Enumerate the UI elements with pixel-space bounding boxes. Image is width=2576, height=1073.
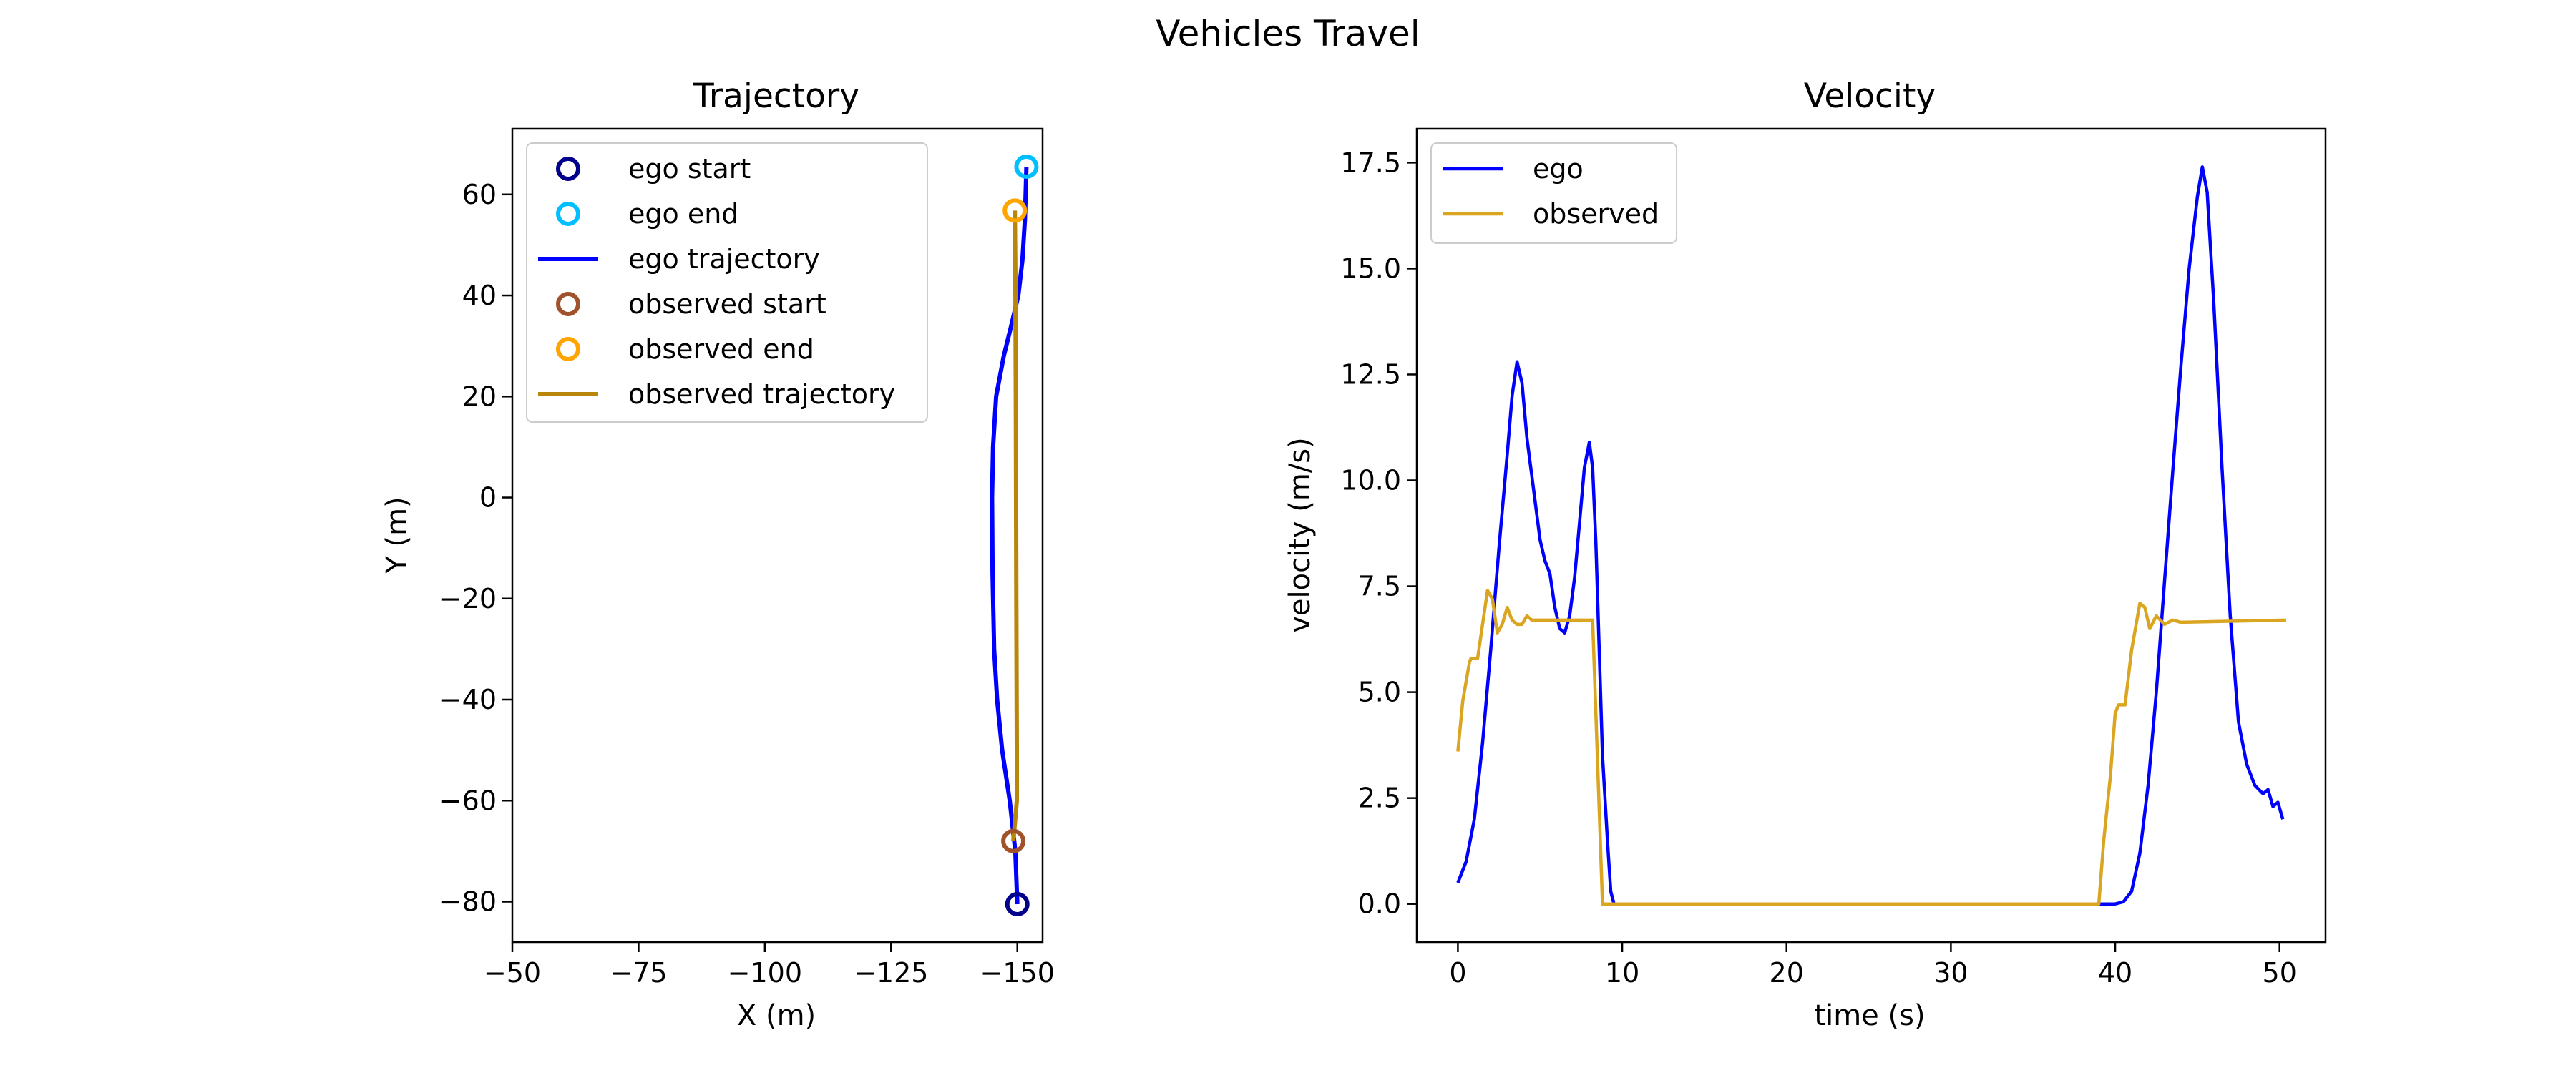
trajectory-legend-box bbox=[526, 142, 928, 423]
trajectory-ylabel: Y (m) bbox=[381, 496, 414, 574]
trajectory-ytick-label: 60 bbox=[462, 179, 497, 210]
trajectory-xtick-label: −50 bbox=[484, 957, 541, 989]
trajectory-xtick-label: −75 bbox=[610, 957, 667, 989]
trajectory-xtick-label: −125 bbox=[854, 957, 928, 989]
trajectory-xtick-label: −100 bbox=[728, 957, 802, 989]
trajectory-ytick-label: −60 bbox=[439, 785, 497, 816]
ego-trajectory-legend-label: ego trajectory bbox=[628, 243, 820, 275]
trajectory-title: Trajectory bbox=[693, 77, 859, 116]
velocity-axes-frame bbox=[1415, 127, 2327, 944]
trajectory-xtick-label: −150 bbox=[980, 957, 1055, 989]
trajectory-ytick-label: 0 bbox=[479, 482, 497, 514]
observed-start-marker bbox=[1001, 828, 1026, 853]
observed-end-legend-marker bbox=[556, 337, 580, 361]
velocity-title: Velocity bbox=[1804, 77, 1936, 116]
trajectory-ytick-label: 20 bbox=[462, 381, 497, 412]
trajectory-ytick-label: −80 bbox=[439, 886, 497, 918]
velocity-ytick-label: 5.0 bbox=[1358, 677, 1401, 708]
observed-trajectory-legend-label: observed trajectory bbox=[628, 378, 895, 410]
trajectory-ytick-label: −20 bbox=[439, 583, 497, 614]
ego-start-marker bbox=[1005, 892, 1030, 917]
velocity-plot-area bbox=[1456, 165, 2286, 906]
velocity-ticks: 0 10 20 30 40 50 0.0 2.5 5.0 7.5 10.0 12.5 15.0 17.5 bbox=[1340, 147, 2296, 989]
velocity-panel: Velocity time (s) velocity (m/s) 0 10 20 30… bbox=[1284, 77, 2327, 1032]
velocity-xtick-label: 20 bbox=[1770, 957, 1804, 989]
velocity-xtick-label: 10 bbox=[1605, 957, 1639, 989]
velocity-xtick-label: 0 bbox=[1449, 957, 1466, 989]
observed-start-legend-label: observed start bbox=[628, 288, 826, 320]
trajectory-panel: Trajectory X (m) Y (m) −50 −75 −100 −125 −15… bbox=[381, 77, 1055, 1032]
ego-end-marker bbox=[1014, 154, 1039, 179]
ego-legend-label: ego bbox=[1533, 153, 1584, 185]
ego-line bbox=[1456, 165, 2285, 906]
figure-title: Vehicles Travel bbox=[1156, 13, 1420, 54]
ego-start-legend-marker bbox=[556, 157, 580, 181]
trajectory-ticks: −50 −75 −100 −125 −150 −80 −60 −40 −20 0 20 40 60 bbox=[439, 179, 1055, 989]
velocity-ytick-label: 10.0 bbox=[1340, 465, 1401, 496]
observed-end-marker bbox=[1002, 198, 1028, 223]
velocity-ytick-label: 2.5 bbox=[1358, 783, 1401, 814]
observed-legend-label: observed bbox=[1533, 198, 1659, 230]
trajectory-ytick-label: 40 bbox=[462, 280, 497, 311]
velocity-ytick-label: 0.0 bbox=[1358, 888, 1401, 920]
velocity-xtick-label: 40 bbox=[2098, 957, 2132, 989]
velocity-xtick-label: 50 bbox=[2263, 957, 2297, 989]
velocity-legend: ego observed bbox=[1430, 142, 1677, 244]
trajectory-plot-area bbox=[990, 154, 1039, 917]
velocity-xtick-label: 30 bbox=[1933, 957, 1968, 989]
velocity-xlabel: time (s) bbox=[1814, 999, 1925, 1032]
ego-start-legend-label: ego start bbox=[628, 153, 751, 185]
trajectory-legend: ego start ego end ego trajectory observed s… bbox=[526, 142, 928, 423]
ego-end-legend-marker bbox=[556, 202, 580, 226]
trajectory-xlabel: X (m) bbox=[737, 999, 816, 1032]
observed-end-legend-label: observed end bbox=[628, 333, 814, 365]
observed-line bbox=[1456, 589, 2286, 906]
ego-end-legend-label: ego end bbox=[628, 198, 738, 230]
velocity-ytick-label: 12.5 bbox=[1340, 358, 1401, 390]
observed-start-legend-marker bbox=[556, 292, 580, 316]
ego-trajectory-line bbox=[990, 166, 1029, 905]
velocity-ylabel: velocity (m/s) bbox=[1284, 437, 1317, 633]
observed-trajectory-line bbox=[1011, 210, 1019, 842]
velocity-ytick-label: 7.5 bbox=[1358, 571, 1401, 602]
velocity-ytick-label: 15.0 bbox=[1340, 253, 1401, 284]
velocity-ytick-label: 17.5 bbox=[1340, 147, 1401, 178]
trajectory-ytick-label: −40 bbox=[439, 684, 497, 715]
trajectory-axes-frame bbox=[511, 127, 1044, 944]
